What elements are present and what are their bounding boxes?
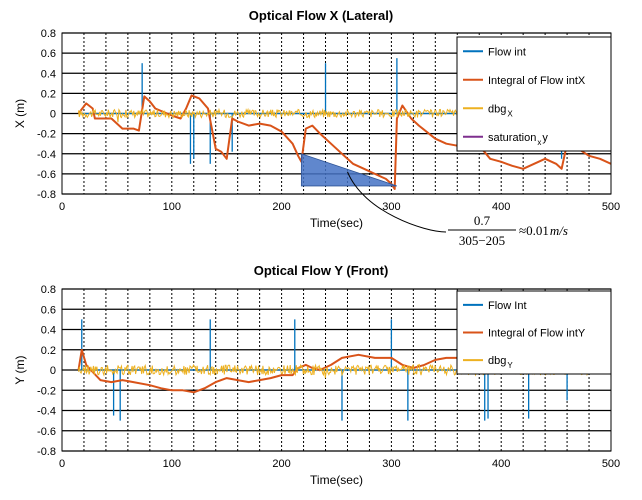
slope-triangle [300, 153, 398, 187]
y-tick-label: 0 [50, 365, 56, 377]
y-tick-label: 0.6 [41, 48, 56, 60]
y-tick-label: 0.4 [41, 325, 56, 337]
formula-unit: m/s [550, 223, 568, 238]
slope-annotation [300, 153, 398, 187]
x-tick-label: 0 [59, 201, 65, 213]
legend-label: Integral of Flow intY [488, 328, 586, 340]
legend-label: dbg [488, 355, 506, 367]
slope-formula: 0.7 305−205 ≈0.01 m/s [347, 171, 568, 248]
x-tick-label: 300 [382, 201, 400, 213]
series-group-x [77, 58, 611, 190]
y-tick-label: -0.6 [37, 426, 56, 438]
x-axis-label: Time(sec) [310, 216, 363, 230]
legend-subscript: x [537, 138, 541, 147]
x-tick-label: 400 [492, 201, 510, 213]
legend-y: Flow Int Integral of Flow intY dbg Y [456, 290, 612, 375]
x-tick-label: 300 [382, 458, 400, 470]
x-tick-label: 500 [602, 201, 620, 213]
y-tick-label: 0.2 [41, 88, 56, 100]
chart-optical-flow-x: Optical Flow X (Lateral) 0.80.60.40.20-0… [13, 8, 620, 248]
y-tick-label: -0.8 [37, 189, 56, 201]
x-tick-label: 400 [492, 458, 510, 470]
x-axis-label: Time(sec) [310, 473, 363, 487]
x-tick-label: 100 [163, 201, 181, 213]
x-tick-label: 200 [272, 201, 290, 213]
y-tick-label: -0.8 [37, 446, 56, 458]
legend-label: Flow int [488, 46, 526, 58]
series-noise [78, 362, 611, 379]
legend-subscript: Y [507, 361, 513, 370]
y-tick-label: -0.2 [37, 385, 56, 397]
legend-superscript: y [542, 132, 548, 144]
legend-label: Integral of Flow intX [488, 75, 586, 87]
tick-labels-x: 0.80.60.40.20-0.2-0.4-0.6-0.80 100 200 300 4… [37, 28, 620, 213]
y-tick-label: 0.4 [41, 68, 56, 80]
legend-box [456, 36, 612, 152]
y-tick-label: 0.8 [41, 28, 56, 40]
legend-label: Flow Int [488, 300, 527, 312]
y-tick-label: -0.4 [37, 406, 56, 418]
y-tick-label: 0.8 [41, 284, 56, 296]
y-tick-label: 0.6 [41, 304, 56, 316]
tick-labels-y: 0.80.60.40.20-0.2-0.4-0.6-0.80 100 200 300 4… [37, 284, 620, 470]
y-tick-label: -0.6 [37, 169, 56, 181]
formula-denominator: 305−205 [459, 233, 505, 248]
series-line [77, 94, 611, 190]
y-axis-label: Y (m) [13, 355, 27, 384]
formula-result: ≈0.01 [519, 223, 549, 238]
legend-label: saturation [488, 132, 536, 144]
chart-title-y: Optical Flow Y (Front) [254, 263, 389, 278]
leader-line [347, 171, 447, 233]
x-tick-label: 500 [602, 458, 620, 470]
chart-optical-flow-y: Optical Flow Y (Front) 0.8 0.6 0.4 0.2 0 -0.2… [13, 263, 620, 487]
y-tick-label: -0.2 [37, 129, 56, 141]
x-tick-label: 100 [163, 458, 181, 470]
y-tick-label: 0 [50, 109, 56, 121]
x-tick-label: 0 [59, 458, 65, 470]
y-axis-label: X (m) [13, 99, 27, 128]
legend-x: Flow int Integral of Flow intX dbg Xsaturat… [456, 36, 612, 152]
y-tick-label: 0.2 [41, 345, 56, 357]
legend-subscript: X [507, 109, 513, 118]
x-tick-label: 200 [272, 458, 290, 470]
legend-label: dbg [488, 103, 506, 115]
chart-title-x: Optical Flow X (Lateral) [249, 8, 393, 23]
formula-numerator: 0.7 [474, 213, 491, 228]
y-tick-label: -0.4 [37, 149, 56, 161]
